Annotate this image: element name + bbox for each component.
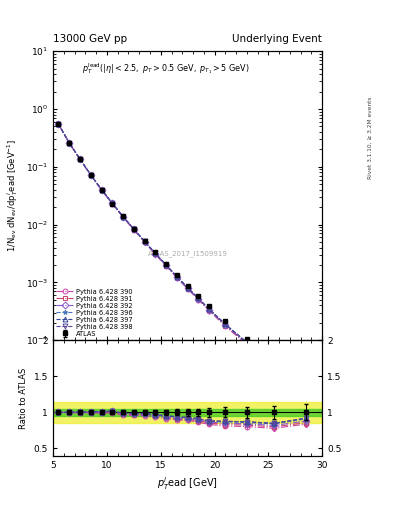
Text: $p_T^{\rm lead}(|\eta| < 2.5,\ p_T > 0.5\ {\rm GeV},\ p_{T_1} > 5\ {\rm GeV})$: $p_T^{\rm lead}(|\eta| < 2.5,\ p_T > 0.5… (82, 61, 250, 76)
Bar (53, 409, 322, 416)
Y-axis label: Ratio to ATLAS: Ratio to ATLAS (19, 367, 28, 429)
Text: Underlying Event: Underlying Event (232, 33, 322, 44)
Text: ATLAS_2017_I1509919: ATLAS_2017_I1509919 (148, 250, 228, 257)
Text: 13000 GeV pp: 13000 GeV pp (53, 33, 127, 44)
Bar (53, 401, 322, 423)
Legend: Pythia 6.428 390, Pythia 6.428 391, Pythia 6.428 392, Pythia 6.428 396, Pythia 6: Pythia 6.428 390, Pythia 6.428 391, Pyth… (55, 287, 134, 338)
Text: Rivet 3.1.10, ≥ 3.2M events: Rivet 3.1.10, ≥ 3.2M events (368, 97, 373, 179)
Y-axis label: 1/N$_{\rm ev}$ dN$_{\rm ev}$/dp$_T^l$ead [GeV$^{-1}$]: 1/N$_{\rm ev}$ dN$_{\rm ev}$/dp$_T^l$ead… (5, 139, 20, 252)
X-axis label: $p_T^l$ead [GeV]: $p_T^l$ead [GeV] (157, 475, 218, 492)
